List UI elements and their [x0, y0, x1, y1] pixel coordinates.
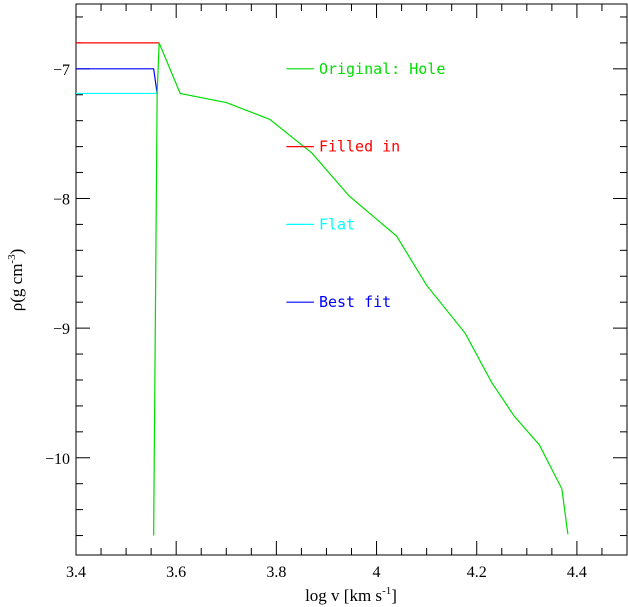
x-tick-label: 4.4: [567, 564, 587, 581]
series-lines: [76, 42, 569, 536]
x-axis-label: log v [km s-1]: [305, 585, 397, 605]
y-axis-label: ρ(g cm-3): [6, 249, 26, 312]
legend-label: Original: Hole: [319, 60, 445, 78]
legend-label: Filled in: [319, 138, 400, 156]
tick-labels: 3.4 3.6 3.8 4 4.2 4.4 −7 −8 −9 −10: [45, 62, 587, 581]
y-tick-label: −10: [45, 451, 70, 468]
x-tick-label: 3.4: [66, 564, 86, 581]
x-tick-label: 4.2: [467, 564, 487, 581]
axis-ticks: [75, 4, 628, 555]
y-tick-label: −8: [53, 191, 70, 208]
series-line-best-fit: [76, 68, 158, 94]
plot-frame: [75, 3, 628, 556]
x-tick-label: 4: [373, 564, 381, 581]
legend: Original: Hole Filled in Flat Best fit: [286, 60, 445, 311]
series-line-original-hole: [153, 42, 569, 536]
x-tick-label: 3.6: [166, 564, 186, 581]
legend-label: Flat: [319, 215, 355, 233]
x-tick-label: 3.8: [266, 564, 286, 581]
legend-label: Best fit: [319, 293, 391, 311]
y-tick-label: −9: [53, 321, 70, 338]
y-tick-label: −7: [53, 62, 70, 79]
